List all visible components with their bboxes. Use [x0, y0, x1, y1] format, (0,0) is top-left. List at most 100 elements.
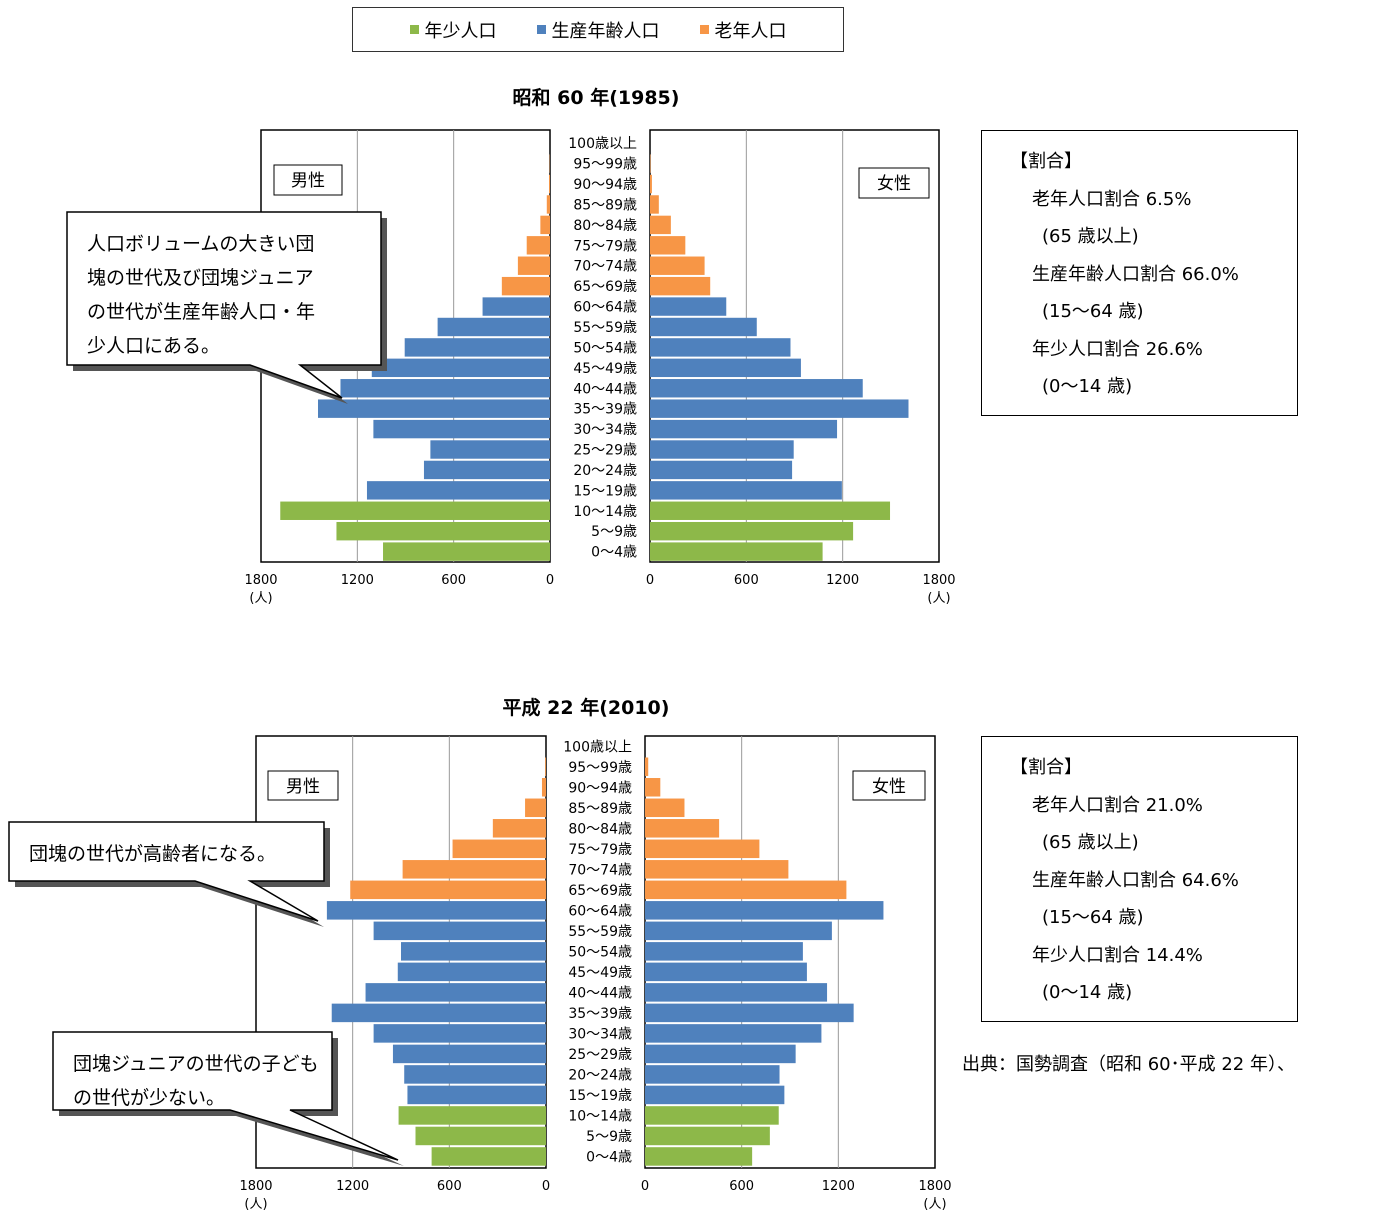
age-label: 25〜29歳 [573, 443, 637, 459]
male-bar [331, 1003, 546, 1023]
female-bar [645, 860, 789, 879]
age-label: 60〜64歳 [568, 903, 632, 919]
female-bar [645, 798, 685, 818]
callout-dankai-1985-text: 少人口にある。 [87, 335, 220, 357]
female-bar [650, 174, 652, 194]
callout-dankai-2010 [8, 821, 325, 922]
callout-junior-2010 [52, 1031, 399, 1161]
male-bar [404, 338, 550, 357]
legend-label-working: 生産年齢人口 [551, 20, 660, 42]
male-bar [392, 1044, 546, 1064]
age-label: 50〜54歳 [568, 944, 632, 960]
male-bar [373, 419, 550, 439]
x-axis-unit: (人) [923, 1197, 946, 1211]
x-axis-unit: (人) [927, 591, 950, 606]
male-bar [397, 962, 546, 982]
female-bar [650, 276, 711, 296]
age-label: 30〜34歳 [573, 422, 637, 438]
female-bar [650, 379, 863, 398]
callout-dankai-1985 [66, 211, 382, 399]
ratio-young-range: (0〜14 歳) [1042, 376, 1133, 397]
legend-label-old: 老年人口 [714, 20, 787, 42]
age-label: 100歳以上 [563, 739, 632, 755]
age-label: 35〜39歳 [573, 402, 637, 418]
female-bar [650, 317, 757, 337]
female-bar [645, 1106, 779, 1125]
age-label: 40〜44歳 [573, 381, 637, 397]
female-label: 女性 [872, 777, 906, 797]
female-bar [650, 521, 854, 541]
male-bar [526, 236, 550, 255]
callout-junior-2010-text: の世代が少ない。 [73, 1087, 225, 1109]
x-tick-label: 0 [646, 573, 654, 588]
age-label: 70〜74歳 [568, 862, 632, 878]
x-tick-label: 1200 [341, 573, 374, 588]
female-bar [645, 839, 760, 859]
male-bar [541, 778, 546, 797]
male-bar [549, 174, 550, 194]
legend-swatch-young [409, 25, 419, 34]
female-bar [645, 1065, 780, 1084]
age-label: 50〜54歳 [573, 340, 637, 356]
male-bar [404, 1065, 546, 1084]
female-bar [645, 778, 661, 797]
female-label: 女性 [877, 174, 911, 194]
age-label: 85〜89歳 [573, 197, 637, 213]
male-bar [423, 460, 550, 480]
x-tick-label: 1800 [244, 573, 277, 588]
male-bar [415, 1126, 546, 1146]
legend-swatch-working [536, 25, 546, 34]
male-bar [336, 521, 550, 541]
male-label: 男性 [286, 777, 320, 797]
male-bar [373, 921, 546, 941]
ratio-working-range: (15〜64 歳) [1042, 301, 1144, 322]
age-label: 40〜44歳 [568, 985, 632, 1001]
age-label: 30〜34歳 [568, 1026, 632, 1042]
ratio-old-range: (65 歳以上) [1042, 832, 1139, 853]
age-label: 35〜39歳 [568, 1006, 632, 1022]
age-label: 80〜84歳 [568, 821, 632, 837]
age-label: 15〜19歳 [568, 1088, 632, 1104]
age-label: 5〜9歳 [591, 524, 637, 540]
female-bar [645, 1003, 854, 1023]
male-bar [371, 358, 550, 378]
chart-title-1985: 昭和 60 年(1985) [513, 86, 680, 109]
male-bar [492, 819, 546, 838]
female-bar [650, 215, 671, 235]
x-tick-label: 600 [437, 1179, 462, 1194]
male-label-box [273, 164, 343, 196]
female-bar [650, 358, 801, 378]
age-label: 45〜49歳 [568, 965, 632, 981]
callout-junior-2010-text: 団塊ジュニアの世代の子ども [73, 1053, 319, 1075]
female-bar [650, 501, 891, 520]
female-bar [645, 1044, 796, 1064]
x-tick-label: 1800 [239, 1179, 272, 1194]
male-bar [350, 880, 546, 900]
male-bar [398, 1106, 546, 1125]
age-label: 100歳以上 [568, 136, 637, 152]
x-tick-label: 0 [641, 1179, 649, 1194]
female-bar [650, 297, 727, 316]
female-bar [645, 942, 803, 961]
female-label-box [852, 770, 926, 801]
male-bar [452, 839, 546, 859]
legend: 年少人口 生産年齢人口 老年人口 [352, 7, 844, 52]
age-label: 45〜49歳 [573, 361, 637, 377]
ratio-old: 老年人口割合 21.0% [1032, 794, 1203, 816]
legend-item-old: 老年人口 [699, 17, 787, 43]
age-label: 90〜94歳 [573, 177, 637, 193]
male-bar [280, 501, 550, 520]
x-tick-label: 1800 [922, 573, 955, 588]
male-bar [517, 256, 550, 275]
callout-dankai-1985-text: 塊の世代及び団塊ジュニア [87, 267, 314, 289]
legend-swatch-old [699, 25, 709, 34]
age-label: 20〜24歳 [568, 1067, 632, 1083]
x-tick-label: 1800 [918, 1179, 951, 1194]
chart-title-2010: 平成 22 年(2010) [503, 696, 670, 719]
female-bar [645, 1147, 753, 1166]
male-label: 男性 [291, 171, 325, 191]
age-label: 25〜29歳 [568, 1047, 632, 1063]
ratio-heading: 【割合】 [1010, 757, 1082, 778]
male-bar [373, 1024, 546, 1043]
age-label: 10〜14歳 [573, 504, 637, 520]
